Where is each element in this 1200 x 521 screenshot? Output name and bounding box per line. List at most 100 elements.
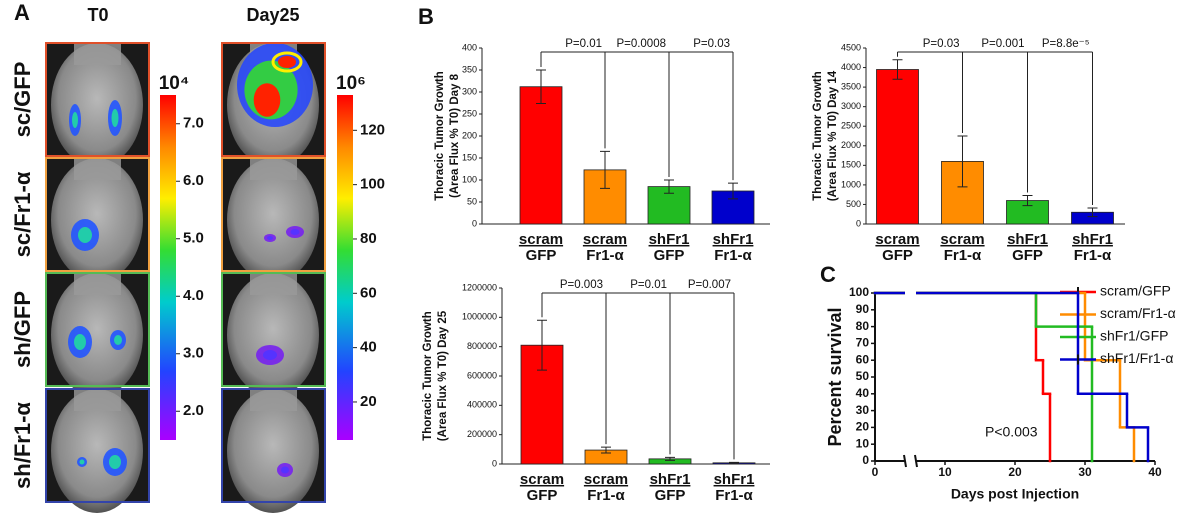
mouse-body	[51, 158, 143, 282]
nose-cone	[250, 273, 297, 295]
y-tick-label: 80	[856, 319, 870, 333]
y-tick-label: 150	[462, 152, 477, 162]
signal	[111, 109, 119, 127]
bar	[583, 169, 627, 225]
p-value: P=0.0008	[616, 38, 666, 50]
error-bar	[665, 456, 675, 461]
y-tick-label: 3500	[841, 81, 861, 91]
signal	[267, 236, 273, 240]
row-label: sc/Fr1-α	[10, 171, 35, 257]
x-tick-label: shFr1	[649, 231, 690, 248]
colorbar-tick-label: 60	[360, 284, 377, 301]
error-bar	[957, 135, 968, 188]
p-value: P=0.003	[560, 279, 603, 291]
x-tick-label: Fr1-α	[715, 487, 753, 504]
x-tick-label: scram	[875, 231, 919, 248]
y-tick-label: 1000	[841, 179, 861, 189]
image-border	[45, 388, 150, 503]
colorbar-tick-label: 2.0	[183, 402, 204, 419]
x-tick-label: Fr1-α	[587, 487, 625, 504]
nose-cone	[74, 158, 121, 180]
y-tick-label: 400000	[467, 400, 497, 410]
panel-label: C	[820, 262, 836, 287]
y-tick-label: 2500	[841, 121, 861, 131]
colorbar-tick-label: 4.0	[183, 287, 204, 304]
signal	[271, 51, 303, 73]
y-axis-label: Percent survival	[825, 307, 845, 446]
mouse-body	[227, 158, 319, 282]
x-tick-label: scram	[520, 471, 564, 488]
mouse-body	[51, 43, 143, 167]
y-tick-label: 3000	[841, 101, 861, 111]
signal	[74, 334, 86, 350]
bar	[876, 69, 919, 225]
x-tick-label: scram	[519, 231, 563, 248]
x-tick-label: 30	[1078, 465, 1092, 479]
x-tick-label: shFr1	[713, 231, 754, 248]
error-bar	[728, 182, 738, 200]
axis-break	[905, 456, 916, 466]
colorbar-title: 10⁴	[159, 73, 190, 94]
panel-label: A	[14, 0, 30, 25]
nose-cone	[74, 273, 121, 295]
bar	[519, 86, 563, 225]
p-value: P=8.8e⁻⁵	[1042, 38, 1090, 50]
x-axis-label: Days post Injection	[951, 486, 1079, 502]
signal	[253, 83, 281, 117]
signal	[79, 459, 85, 465]
y-tick-label: 1200000	[462, 282, 497, 292]
y-tick-label: 1500	[841, 160, 861, 170]
signal	[78, 227, 92, 243]
y-tick-label: 500	[846, 199, 861, 209]
colorbar-title: 10⁶	[336, 73, 366, 94]
legend-label: scram/GFP	[1100, 283, 1171, 299]
signal	[263, 350, 277, 360]
signal	[109, 455, 121, 469]
error-bar	[536, 69, 546, 104]
x-tick-label: scram	[583, 231, 627, 248]
y-tick-label: 70	[856, 336, 870, 350]
y-tick-label: 1000000	[462, 312, 497, 322]
nose-cone	[74, 43, 121, 65]
y-axis-label: (Area Flux % T0) Day 8	[449, 73, 461, 198]
p-value: P=0.01	[565, 38, 602, 50]
y-tick-label: 200	[462, 130, 477, 140]
axis-break	[905, 289, 916, 297]
x-tick-label: scram	[940, 231, 984, 248]
mouse-body	[51, 389, 143, 513]
error-bar	[892, 59, 903, 80]
column-label: Day25	[246, 5, 299, 25]
y-tick-label: 30	[856, 403, 870, 417]
axis-break-mark	[903, 454, 907, 468]
y-tick-label: 60	[856, 352, 870, 366]
legend-label: shFr1/GFP	[1100, 328, 1168, 344]
x-tick-label: shFr1	[1007, 231, 1048, 248]
image-border	[221, 388, 326, 503]
axis-break-mark	[914, 454, 918, 468]
mouse-body	[51, 273, 143, 397]
x-tick-label: Fr1-α	[1074, 247, 1112, 264]
error-bar	[1022, 194, 1033, 207]
x-tick-label: scram	[584, 471, 628, 488]
colorbar-tick-label: 7.0	[183, 115, 204, 132]
x-tick-label: Fr1-α	[714, 247, 752, 264]
error-bar	[664, 179, 674, 194]
x-tick-label: shFr1	[1072, 231, 1113, 248]
y-tick-label: 0	[492, 458, 497, 468]
colorbar-tick-label: 5.0	[183, 230, 204, 247]
image-border	[221, 272, 326, 387]
signal	[281, 466, 289, 474]
colorbar-tick-label: 40	[360, 339, 377, 356]
y-tick-label: 50	[467, 196, 477, 206]
x-tick-label: shFr1	[650, 471, 691, 488]
y-tick-label: 40	[856, 386, 870, 400]
image-border	[45, 272, 150, 387]
colorbar-tick-label: 80	[360, 230, 377, 247]
y-tick-label: 90	[856, 302, 870, 316]
image-border	[221, 157, 326, 272]
y-tick-label: 600000	[467, 370, 497, 380]
legend-label: shFr1/Fr1-α	[1100, 350, 1173, 366]
colorbar-tick-label: 120	[360, 121, 385, 138]
y-tick-label: 100	[462, 174, 477, 184]
x-tick-label: GFP	[655, 487, 686, 504]
